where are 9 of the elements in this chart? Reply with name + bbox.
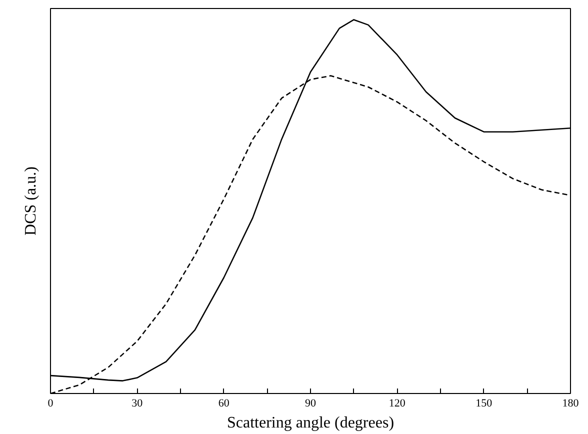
x-tick-label: 150: [476, 398, 493, 410]
x-tick-label: 90: [305, 398, 316, 410]
x-tick-label: 60: [218, 398, 230, 410]
y-axis-title: DCS (a.u.): [22, 166, 40, 236]
x-tick-label: 0: [48, 398, 54, 410]
x-axis-title: Scattering angle (degrees): [226, 414, 394, 432]
x-tick-label: 120: [388, 398, 406, 410]
x-tick-label: 30: [132, 398, 144, 410]
x-tick-label: 180: [562, 398, 580, 410]
